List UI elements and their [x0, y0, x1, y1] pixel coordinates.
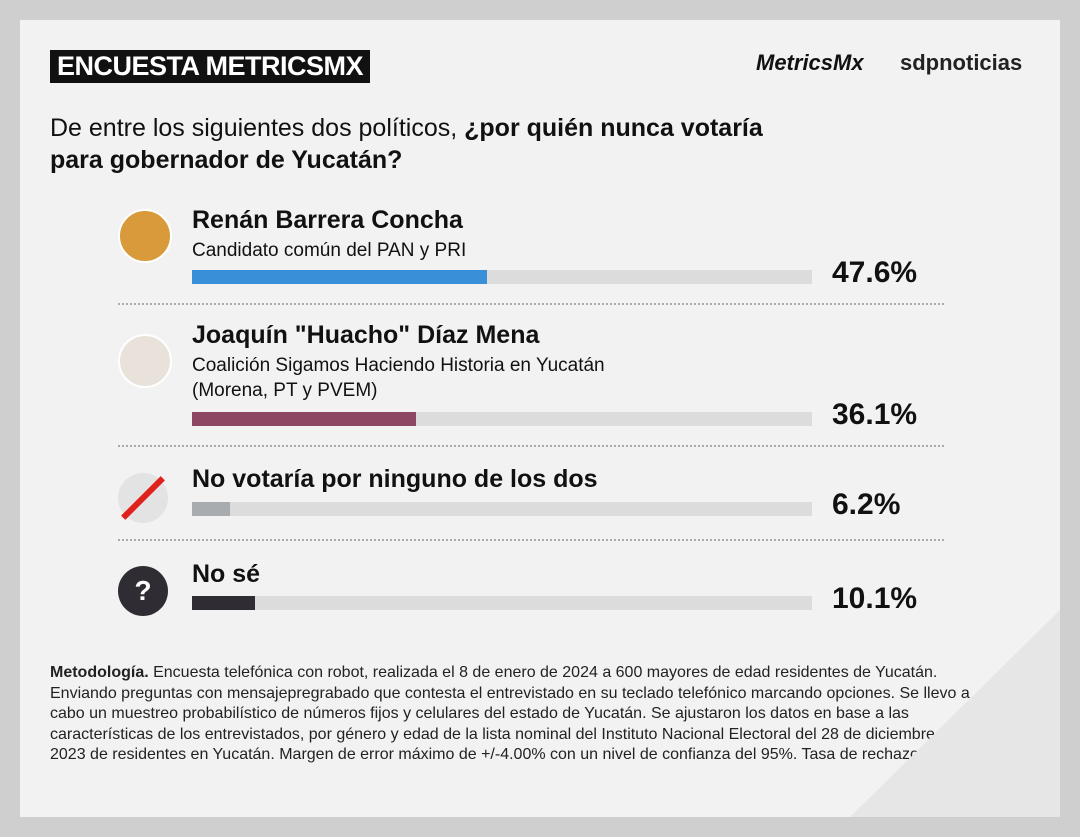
bar [192, 502, 231, 516]
methodology: Metodología. Encuesta telefónica con rob… [50, 663, 980, 766]
chart-title: ENCUESTA METRICSMX [50, 50, 371, 83]
question-mark: ? [134, 575, 152, 606]
partner-logo: sdpnoticias [900, 50, 1023, 75]
category-description: Candidato común del PAN y PRI [192, 240, 467, 261]
methodology-text: Encuesta telefónica con robot, realizada… [50, 664, 974, 763]
bar [192, 596, 255, 610]
value-label: 10.1% [832, 582, 918, 615]
bar [192, 412, 416, 426]
question-text: De entre los siguientes dos políticos, [50, 114, 458, 142]
methodology-label: Metodología. [50, 664, 149, 681]
value-label: 36.1% [832, 398, 918, 431]
card: ENCUESTA METRICSMX MetricsMx sdpnoticias… [20, 20, 1060, 817]
separator [118, 303, 944, 305]
bar-track [192, 596, 812, 610]
question: De entre los siguientes dos políticos, ¿… [50, 112, 763, 176]
bar-track [192, 270, 812, 284]
question-bold: ¿por quién nunca votaría [464, 114, 763, 142]
value-label: 47.6% [832, 256, 918, 289]
icon [118, 473, 168, 523]
category-label: No votaría por ninguno de los dos [192, 465, 598, 493]
brand-logo: MetricsMx [756, 50, 864, 75]
bar-track [192, 502, 812, 516]
icon [118, 334, 172, 388]
slash [121, 476, 165, 520]
question-bold: para gobernador de Yucatán? [50, 146, 403, 174]
icon: ? [118, 566, 168, 616]
bar-track [192, 412, 812, 426]
value-label: 6.2% [832, 488, 901, 521]
category-label: Joaquín "Huacho" Díaz Mena [192, 321, 540, 349]
category-description: Coalición Sigamos Haciendo Historia en Y… [192, 355, 605, 376]
bar [192, 270, 488, 284]
category-label: No sé [192, 560, 261, 588]
separator [118, 445, 944, 447]
separator [118, 539, 944, 541]
category-description: (Morena, PT y PVEM) [192, 380, 378, 401]
icon [118, 209, 172, 263]
category-label: Renán Barrera Concha [192, 206, 463, 234]
